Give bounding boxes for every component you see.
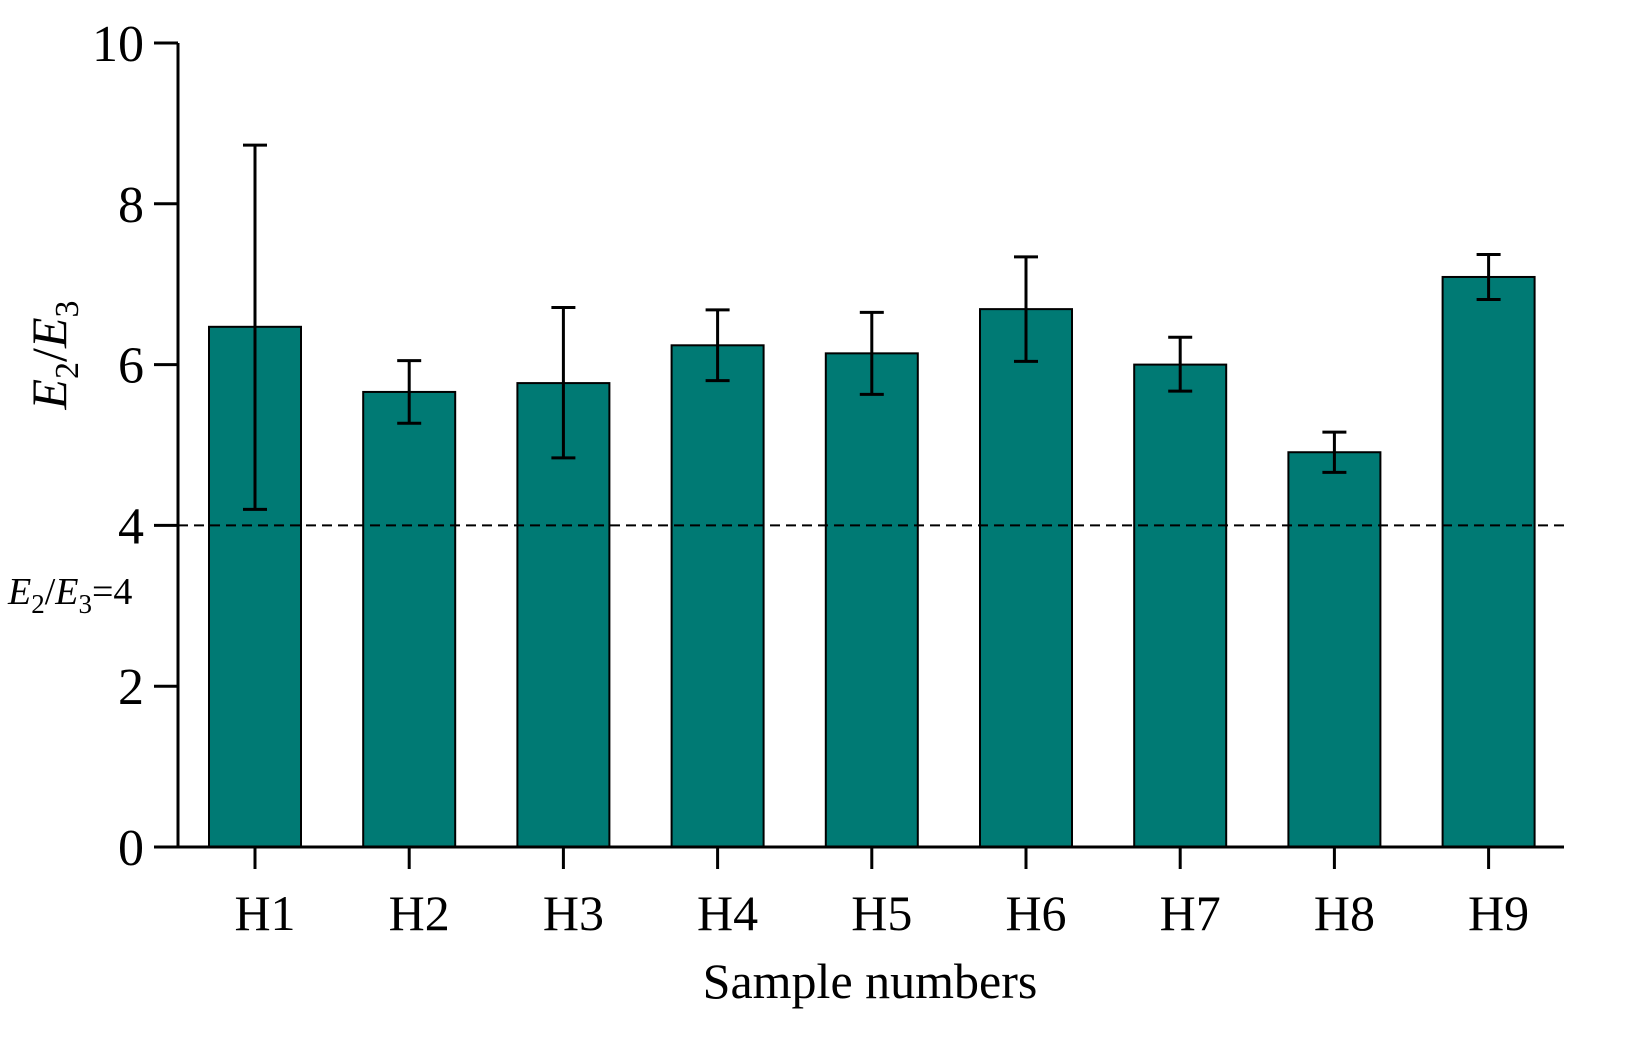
bar-chart: 0 2 4 6 8 10 H1 H2 H3 H4 H5 H6 H7 H8 H9 E2/E3 Sample n… (7, 16, 1564, 1009)
error-bar-h8 (1322, 430, 1347, 474)
x-tick-label-h6: H6 (1005, 885, 1066, 941)
error-bar-h7 (1168, 335, 1193, 393)
error-bars-layer (243, 143, 1501, 511)
x-tick-label-h7: H7 (1160, 885, 1221, 941)
error-bar-h9 (1476, 252, 1501, 301)
x-tick-label-h2: H2 (389, 885, 450, 941)
error-bar-h3 (551, 306, 576, 460)
bar-h5 (824, 352, 919, 848)
error-bar-h2 (397, 359, 422, 425)
y-tick-label: 4 (118, 498, 144, 555)
y-tick-label: 6 (118, 338, 144, 395)
x-tick-label-h3: H3 (543, 885, 604, 941)
axes-layer (154, 41, 1564, 869)
bar-h2 (362, 390, 457, 848)
x-tick-label-h9: H9 (1468, 885, 1529, 941)
x-tick-label-h5: H5 (851, 885, 912, 941)
y-tick-label: 8 (118, 177, 144, 234)
error-bar-h6 (1014, 255, 1038, 363)
bar-h6 (979, 308, 1073, 848)
error-bar-h4 (705, 308, 730, 383)
error-bar-h1 (243, 143, 267, 511)
labels-layer: 0 2 4 6 8 10 H1 H2 H3 H4 H5 H6 H7 H8 H9 (92, 16, 1529, 941)
x-tick-label-h1: H1 (234, 885, 295, 941)
y-tick-label: 2 (118, 659, 144, 716)
x-axis-title: Sample numbers (703, 953, 1038, 1009)
x-tick-label-h4: H4 (697, 885, 758, 941)
chart-page: 0 2 4 6 8 10 H1 H2 H3 H4 H5 H6 H7 H8 H9 E2/E3 Sample n… (7, 16, 1564, 1009)
bar-h8 (1287, 451, 1382, 848)
reference-line-label: E2/E3=4 (7, 571, 132, 619)
bar-h7 (1133, 363, 1228, 848)
x-tick-label-h8: H8 (1314, 885, 1375, 941)
y-axis-title: E2/E3 (21, 301, 86, 411)
error-bar-h5 (859, 310, 884, 396)
y-tick-label: 10 (92, 16, 144, 73)
bar-h9 (1441, 275, 1536, 848)
bars-layer (208, 275, 1536, 848)
y-tick-label: 0 (118, 820, 144, 877)
bar-h4 (670, 344, 765, 848)
